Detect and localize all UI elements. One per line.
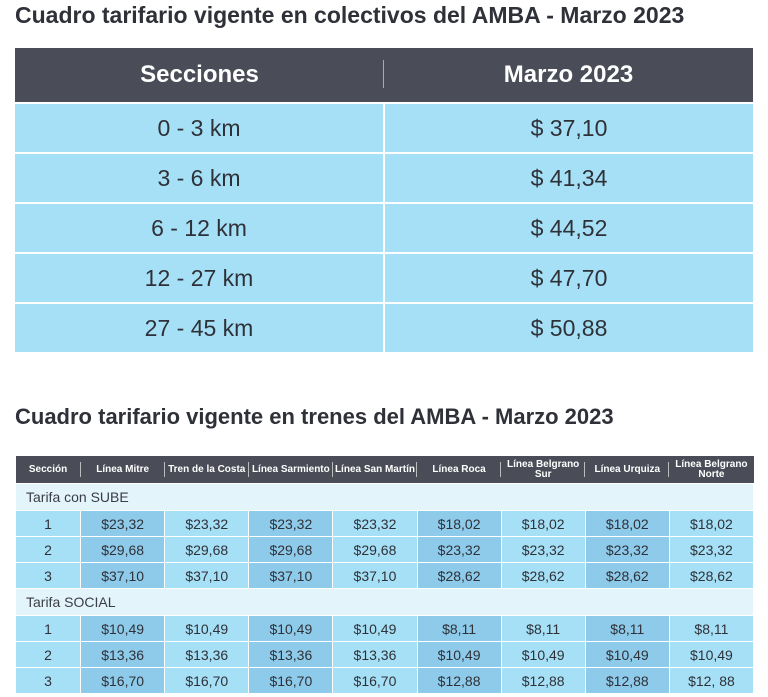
section-cell: 6 - 12 km xyxy=(15,202,385,253)
column-header: Sección xyxy=(15,456,81,484)
column-header: Línea Roca xyxy=(417,456,502,484)
table-row: 3 $16,70 $16,70 $16,70 $16,70 $12,88 $12,88 $12… xyxy=(14,667,755,694)
price-cell: $10,49 xyxy=(584,641,670,668)
section-cell: 0 - 3 km xyxy=(15,102,385,153)
section-cell: 27 - 45 km xyxy=(15,302,385,352)
price-cell: $37,10 xyxy=(248,562,334,589)
table-row: 1 $10,49 $10,49 $10,49 $10,49 $8,11 $8,11 $8,11… xyxy=(14,615,755,642)
bus-fare-title: Cuadro tarifario vigente en colectivos d… xyxy=(15,2,685,28)
price-cell: $23,32 xyxy=(668,536,755,563)
price-cell: $29,68 xyxy=(164,536,250,563)
price-cell: $16,70 xyxy=(164,667,250,694)
section-cell: 2 xyxy=(14,641,82,668)
price-cell: $23,32 xyxy=(332,510,418,537)
price-cell: $16,70 xyxy=(80,667,166,694)
section-cell: 12 - 27 km xyxy=(15,252,385,303)
price-cell: $18,02 xyxy=(584,510,670,537)
price-cell: $ 47,70 xyxy=(384,252,753,303)
price-cell: $12,88 xyxy=(500,667,586,694)
price-cell: $12,88 xyxy=(584,667,670,694)
section-cell: 3 - 6 km xyxy=(15,152,385,203)
price-cell: $13,36 xyxy=(164,641,250,668)
column-header: Línea Mitre xyxy=(80,456,165,484)
price-cell: $23,32 xyxy=(248,510,334,537)
price-cell: $13,36 xyxy=(248,641,334,668)
price-cell: $23,32 xyxy=(584,536,670,563)
price-cell: $37,10 xyxy=(164,562,250,589)
price-cell: $10,49 xyxy=(500,641,586,668)
column-header: Tren de la Costa xyxy=(164,456,249,484)
price-cell: $10,49 xyxy=(668,641,755,668)
price-cell: $18,02 xyxy=(668,510,755,537)
table-row: 3 - 6 km $ 41,34 xyxy=(15,152,753,203)
price-cell: $12, 88 xyxy=(668,667,755,694)
fare-group-label: Tarifa SOCIAL xyxy=(15,588,754,616)
column-header: Línea Sarmiento xyxy=(248,456,334,484)
price-cell: $13,36 xyxy=(80,641,166,668)
price-cell: $ 50,88 xyxy=(384,302,753,352)
fare-group-label: Tarifa con SUBE xyxy=(15,483,754,511)
table-row: 0 - 3 km $ 37,10 xyxy=(15,102,753,153)
price-cell: $28,62 xyxy=(584,562,670,589)
price-cell: $18,02 xyxy=(416,510,502,537)
price-cell: $16,70 xyxy=(332,667,418,694)
price-cell: $29,68 xyxy=(332,536,418,563)
section-cell: 2 xyxy=(14,536,82,563)
column-header: Marzo 2023 xyxy=(384,48,753,103)
price-cell: $ 44,52 xyxy=(384,202,753,253)
table-row: 27 - 45 km $ 50,88 xyxy=(15,302,753,352)
price-cell: $8,11 xyxy=(668,615,755,642)
price-cell: $29,68 xyxy=(80,536,166,563)
price-cell: $ 37,10 xyxy=(384,102,753,153)
bus-fare-table: Secciones Marzo 2023 0 - 3 km $ 37,10 3 - … xyxy=(15,48,753,352)
price-cell: $23,32 xyxy=(164,510,250,537)
price-cell: $8,11 xyxy=(584,615,670,642)
price-cell: $13,36 xyxy=(332,641,418,668)
section-cell: 3 xyxy=(14,562,82,589)
price-cell: $8,11 xyxy=(416,615,502,642)
table-row: 6 - 12 km $ 44,52 xyxy=(15,202,753,253)
price-cell: $23,32 xyxy=(500,536,586,563)
price-cell: $12,88 xyxy=(416,667,502,694)
price-cell: $18,02 xyxy=(500,510,586,537)
price-cell: $37,10 xyxy=(332,562,418,589)
table-row: 3 $37,10 $37,10 $37,10 $37,10 $28,62 $28,62 $28… xyxy=(14,562,755,589)
price-cell: $ 41,34 xyxy=(384,152,753,203)
column-header: Línea Belgrano Sur xyxy=(501,456,586,484)
price-cell: $16,70 xyxy=(248,667,334,694)
price-cell: $10,49 xyxy=(164,615,250,642)
train-fare-table: Sección Línea Mitre Tren de la Costa Línea … xyxy=(14,456,755,694)
column-header: Línea Urquiza xyxy=(585,456,670,484)
section-cell: 1 xyxy=(14,510,82,537)
section-cell: 3 xyxy=(14,667,82,694)
train-fare-title: Cuadro tarifario vigente en trenes del A… xyxy=(15,404,614,429)
price-cell: $10,49 xyxy=(332,615,418,642)
price-cell: $23,32 xyxy=(80,510,166,537)
section-cell: 1 xyxy=(14,615,82,642)
price-cell: $10,49 xyxy=(248,615,334,642)
price-cell: $29,68 xyxy=(248,536,334,563)
table-row: 1 $23,32 $23,32 $23,32 $23,32 $18,02 $18,02 $18… xyxy=(14,510,755,537)
column-header: Secciones xyxy=(15,48,384,103)
price-cell: $28,62 xyxy=(500,562,586,589)
column-header: Línea San Martín xyxy=(332,456,418,484)
price-cell: $28,62 xyxy=(416,562,502,589)
price-cell: $8,11 xyxy=(500,615,586,642)
price-cell: $10,49 xyxy=(80,615,166,642)
price-cell: $37,10 xyxy=(80,562,166,589)
table-row: 2 $29,68 $29,68 $29,68 $29,68 $23,32 $23,32 $23… xyxy=(14,536,755,563)
table-row: 12 - 27 km $ 47,70 xyxy=(15,252,753,303)
column-header: Línea Belgrano Norte xyxy=(669,456,754,484)
price-cell: $23,32 xyxy=(416,536,502,563)
price-cell: $28,62 xyxy=(668,562,755,589)
table-row: 2 $13,36 $13,36 $13,36 $13,36 $10,49 $10,49 $10… xyxy=(14,641,755,668)
price-cell: $10,49 xyxy=(416,641,502,668)
